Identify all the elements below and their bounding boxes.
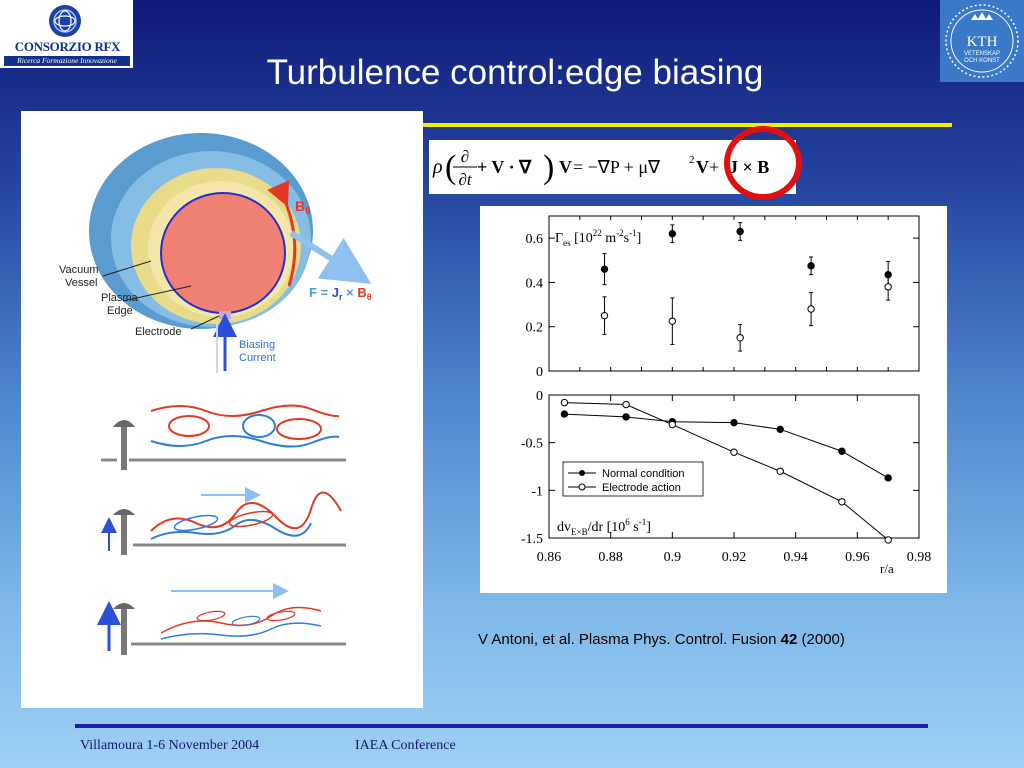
point-electrode-action <box>736 334 744 342</box>
bottom-plot-ylabel: dvE×B/dr [106 s-1] <box>557 517 651 537</box>
bottom-ytick-label: -0.5 <box>521 437 543 452</box>
legend-normal-condition: Normal condition <box>602 468 685 480</box>
footer-location: Villamoura 1-6 November 2004 <box>80 738 260 753</box>
eq-v: V <box>559 157 572 177</box>
citation-text: V Antoni, et al. Plasma Phys. Control. F… <box>478 631 781 648</box>
eq-plus-v-grad: + V · ∇ <box>477 157 532 177</box>
point-electrode-action <box>838 498 846 506</box>
top-ytick-label: 0.6 <box>526 232 544 247</box>
bottom-xtick-label: 0.88 <box>598 550 623 565</box>
footer-divider <box>75 724 928 728</box>
rfx-logo-icon <box>49 5 81 37</box>
kth-logo: KTH VETENSKAP OCH KONST <box>940 0 1024 82</box>
eq-rhs: = −∇P + μ∇ <box>573 157 661 177</box>
legend-marker-open <box>578 483 586 491</box>
highlight-circle <box>724 126 802 200</box>
point-normal-condition <box>560 410 569 418</box>
force-arrow <box>289 230 372 284</box>
consorzio-rfx-logo: CONSORZIO RFX Ricerca Formazione Innovaz… <box>0 0 133 68</box>
point-normal-condition <box>730 418 738 427</box>
slide-title: Turbulence control:edge biasing <box>266 53 764 92</box>
b-theta-label: Bθ <box>295 198 311 217</box>
label-plasma-edge: Plasma Edge <box>101 292 139 317</box>
bottom-ytick-label: -1.5 <box>521 532 543 547</box>
citation-volume: 42 <box>780 631 798 648</box>
point-normal-condition <box>807 262 815 270</box>
top-ytick-label: 0.2 <box>526 321 544 336</box>
footer-conference: IAEA Conference <box>355 738 456 753</box>
top-plot-points <box>600 222 892 352</box>
bottom-xtick-label: 0.94 <box>783 550 808 565</box>
eq-d-den: ∂t <box>458 170 472 189</box>
point-normal-condition <box>736 227 744 236</box>
plot-legend: Normal condition Electrode action <box>562 461 704 497</box>
tokamak-biasing-diagram: Bθ F = Jr × Bθ Vacuum Vessel Plasma Edge E… <box>59 133 372 655</box>
label-biasing-current: Biasing Current <box>239 339 276 364</box>
point-electrode-action <box>884 283 892 291</box>
kth-line-1: KTH <box>967 34 998 50</box>
point-normal-condition <box>884 474 892 482</box>
point-electrode-action <box>560 398 569 407</box>
bottom-xtick-label: 0.9 <box>664 550 682 565</box>
point-normal-condition <box>668 230 677 238</box>
label-electrode: Electrode <box>135 326 181 338</box>
force-label: F = Jr × Bθ <box>309 285 372 302</box>
bottom-plot-xlabel: r/a <box>880 561 894 576</box>
bottom-xtick-label: 0.96 <box>845 550 870 565</box>
point-electrode-action <box>668 317 677 325</box>
eq-paren-open: ( <box>445 149 456 186</box>
legend-electrode-action: Electrode action <box>602 482 681 494</box>
top-plot-ylabel: Γes [1022 m-2s-1] <box>555 228 641 248</box>
biasing-diagram-panel: Bθ F = Jr × Bθ Vacuum Vessel Plasma Edge E… <box>21 111 423 708</box>
bottom-ytick-label: -1 <box>531 484 543 499</box>
point-electrode-action <box>730 448 738 456</box>
kth-line-3: OCH KONST <box>964 58 1000 64</box>
turbulence-sketch-weak-bias <box>101 487 346 555</box>
kth-crown-icon: KTH VETENSKAP OCH KONST <box>945 4 1019 78</box>
point-normal-condition <box>776 425 784 434</box>
eq-v2: V <box>696 157 709 177</box>
eq-d-num: ∂ <box>461 147 469 166</box>
point-electrode-action <box>776 467 784 475</box>
label-vacuum-vessel: Vacuum Vessel <box>59 264 99 289</box>
eq-jxb: J × B <box>729 157 769 177</box>
turbulence-sketch-no-bias <box>101 404 346 470</box>
point-electrode-action <box>668 420 677 429</box>
title-underline <box>420 123 952 127</box>
logo-tagline: Ricerca Formazione Innovazione <box>4 56 130 66</box>
bottom-plot-lines <box>560 398 892 544</box>
eq-sq: 2 <box>689 154 695 166</box>
eq-paren-close: ) <box>543 149 554 186</box>
bottom-xtick-label: 0.98 <box>907 550 932 565</box>
b-theta-arrow <box>267 180 297 287</box>
legend-marker-filled <box>579 470 585 476</box>
equation-svg: ρ ( ∂ ∂t + V · ∇ ) V = −∇P + μ∇ 2 V + J … <box>432 147 769 189</box>
point-electrode-action <box>807 305 815 313</box>
bottom-xtick-label: 0.86 <box>537 550 562 565</box>
turbulence-sketch-strong-bias <box>97 583 346 655</box>
bottom-xtick-label: 0.92 <box>722 550 747 565</box>
point-normal-condition <box>600 265 609 273</box>
point-electrode-action <box>622 400 630 409</box>
plasma-core <box>160 192 286 314</box>
electrode-tip <box>219 311 231 319</box>
top-ytick-label: 0 <box>536 365 543 380</box>
citation: V Antoni, et al. Plasma Phys. Control. F… <box>478 631 938 648</box>
plots-svg: 0 0.2 0.4 0.6 Γes [1022 m-2s-1] 0 -0.5 -1 -1.5… <box>521 215 931 576</box>
logo-name: CONSORZIO RFX <box>14 39 121 54</box>
point-electrode-action <box>884 536 892 544</box>
point-electrode-action <box>600 311 609 320</box>
citation-year: (2000) <box>797 631 845 648</box>
plot-panel: 0 0.2 0.4 0.6 Γes [1022 m-2s-1] 0 -0.5 -1 -1.5… <box>480 206 947 593</box>
eq-rho: ρ <box>432 156 443 178</box>
point-normal-condition <box>838 447 846 455</box>
bottom-plot-ticks: 0 -0.5 -1 -1.5 0.86 0.88 0.9 0.92 0.94 0.96 0.98 <box>521 389 931 565</box>
top-plot-ticks: 0 0.2 0.4 0.6 <box>526 216 920 380</box>
top-ytick-label: 0.4 <box>526 276 544 291</box>
bottom-ytick-label: 0 <box>536 389 543 404</box>
eq-plus: + <box>709 157 719 177</box>
point-normal-condition <box>622 413 630 421</box>
kth-line-2: VETENSKAP <box>964 51 1000 57</box>
